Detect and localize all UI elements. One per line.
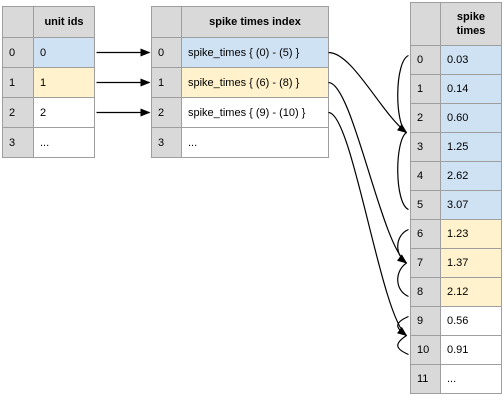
range-brace [397, 54, 409, 211]
table-row: 3 ... [2, 127, 95, 158]
table-row: 2 0.60 [410, 103, 502, 133]
row-index: 9 [410, 306, 441, 336]
table-row: 6 1.23 [410, 219, 502, 249]
row-index: 2 [151, 97, 182, 128]
spike-times-index-table: spike times index 0 spike_times { (0) - … [151, 6, 329, 158]
table-row: 1 0.14 [410, 74, 502, 104]
unit-table-corner [2, 6, 34, 38]
table-row: 3 1.25 [410, 132, 502, 162]
index-range-cell: spike_times { (9) - (10) } [181, 97, 329, 128]
row-index: 3 [151, 127, 182, 158]
row-index: 5 [410, 190, 441, 220]
range-arrow [328, 81, 408, 264]
spike-time-cell: 0.91 [440, 335, 502, 365]
table-row: 0 0 [2, 37, 95, 68]
row-index: 0 [151, 37, 182, 68]
range-arrow [328, 111, 408, 337]
table-row: 8 2.12 [410, 277, 502, 307]
spike-time-cell: 1.23 [440, 219, 502, 249]
row-index: 7 [410, 248, 441, 278]
spike-time-cell: 0.60 [440, 103, 502, 133]
range-brace [397, 315, 409, 356]
row-index: 8 [410, 277, 441, 307]
table-row: 10 0.91 [410, 335, 502, 365]
index-table-corner [151, 6, 182, 38]
row-index: 1 [2, 67, 34, 98]
table-row: 2 2 [2, 97, 95, 128]
spike-time-cell: 0.56 [440, 306, 502, 336]
index-range-cell: ... [181, 127, 329, 158]
table-row: 0 0.03 [410, 45, 502, 75]
row-index: 1 [151, 67, 182, 98]
spike-time-cell: 1.37 [440, 248, 502, 278]
row-index: 3 [410, 132, 441, 162]
table-row: 1 1 [2, 67, 95, 98]
table-row: 11... [410, 364, 502, 394]
row-index: 10 [410, 335, 441, 365]
row-index: 3 [2, 127, 34, 158]
unit-ids-header: unit ids [33, 6, 95, 38]
row-index: 11 [410, 364, 441, 394]
spike-time-cell: 2.62 [440, 161, 502, 191]
spike-time-cell: 3.07 [440, 190, 502, 220]
index-range-cell: spike_times { (0) - (5) } [181, 37, 329, 68]
spike-time-cell: ... [440, 364, 502, 394]
spike-time-cell: 0.03 [440, 45, 502, 75]
table-row: 1 spike_times { (6) - (8) } [151, 67, 329, 98]
index-range-cell: spike_times { (6) - (8) } [181, 67, 329, 98]
unit-id-cell: 1 [33, 67, 95, 98]
row-index: 2 [2, 97, 34, 128]
times-table-corner [410, 2, 441, 46]
unit-ids-table: unit ids 0 0 1 1 2 2 3 ... [2, 6, 95, 158]
table-row: 7 1.37 [410, 248, 502, 278]
table-row: 4 2.62 [410, 161, 502, 191]
spike-time-cell: 2.12 [440, 277, 502, 307]
range-brace [397, 228, 409, 298]
row-index: 1 [410, 74, 441, 104]
row-index: 0 [2, 37, 34, 68]
table-row: 3 ... [151, 127, 329, 158]
row-index: 4 [410, 161, 441, 191]
unit-id-cell: ... [33, 127, 95, 158]
table-row: 9 0.56 [410, 306, 502, 336]
spike-time-cell: 1.25 [440, 132, 502, 162]
table-row: 0 spike_times { (0) - (5) } [151, 37, 329, 68]
spike-time-cell: 0.14 [440, 74, 502, 104]
table-row: 5 3.07 [410, 190, 502, 220]
row-index: 0 [410, 45, 441, 75]
unit-id-cell: 2 [33, 97, 95, 128]
spike-times-table: spike times 0 0.03 1 0.14 2 0.60 3 1.25 4 2.62 5 3.… [410, 2, 502, 394]
spike-times-header: spike times [440, 2, 502, 46]
row-index: 2 [410, 103, 441, 133]
range-arrow [328, 51, 408, 134]
table-row: 2 spike_times { (9) - (10) } [151, 97, 329, 128]
spike-times-index-header: spike times index [181, 6, 329, 38]
row-index: 6 [410, 219, 441, 249]
unit-id-cell: 0 [33, 37, 95, 68]
